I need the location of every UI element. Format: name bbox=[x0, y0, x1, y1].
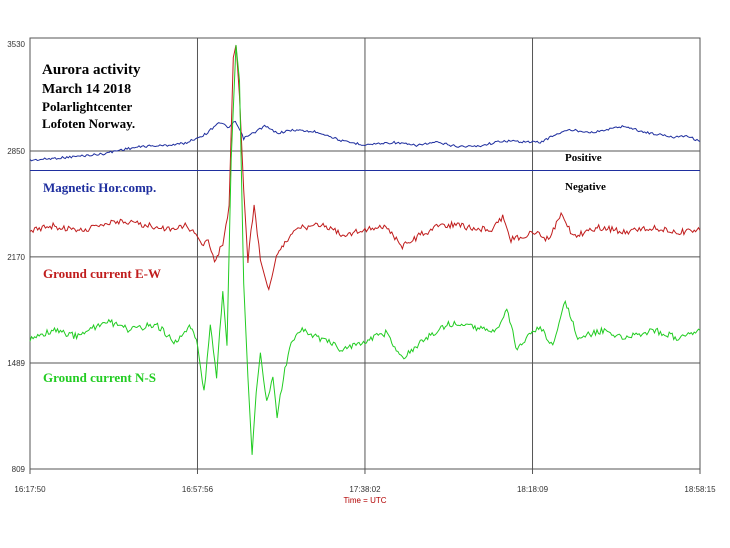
y-tick-label: 809 bbox=[12, 465, 26, 474]
reference-label-positive: Positive bbox=[565, 152, 602, 164]
y-tick-label: 2170 bbox=[7, 253, 25, 262]
chart-subtitle: March 14 2018 bbox=[42, 82, 131, 97]
source-line-1: Polarlightcenter bbox=[42, 99, 132, 114]
x-tick-label: 16:17:50 bbox=[14, 485, 46, 494]
series-line-ground-current-e-w bbox=[29, 44, 701, 292]
source-line-2: Lofoten Norway. bbox=[42, 116, 135, 131]
x-tick-label: 18:18:09 bbox=[517, 485, 549, 494]
y-tick-label: 3530 bbox=[7, 40, 25, 49]
annotations: Aurora activity March 14 2018 Polarlightce… bbox=[42, 62, 606, 385]
grid-lines bbox=[30, 38, 700, 469]
x-tick-label: 16:57:56 bbox=[182, 485, 214, 494]
y-tick-label: 1489 bbox=[7, 359, 25, 368]
chart-title: Aurora activity bbox=[42, 62, 141, 78]
series-lines bbox=[29, 44, 701, 455]
y-tick-label: 2850 bbox=[7, 147, 25, 156]
x-tick-label: 18:58:15 bbox=[684, 485, 716, 494]
x-tick-labels: 16:17:50 16:57:56 17:38:02 18:18:09 18:58:15… bbox=[14, 469, 716, 505]
x-tick-label: 17:38:02 bbox=[349, 485, 381, 494]
series-line-ground-current-n-s bbox=[29, 44, 701, 455]
series-label: Ground current N-S bbox=[43, 370, 156, 385]
series-line-magnetic-hor-comp bbox=[29, 120, 701, 162]
series-label: Magnetic Hor.comp. bbox=[43, 180, 156, 195]
series-label: Ground current E-W bbox=[43, 266, 161, 281]
x-axis-label: Time = UTC bbox=[343, 496, 386, 505]
reference-label-negative: Negative bbox=[565, 181, 606, 193]
y-tick-labels: 3530 2850 2170 1489 809 bbox=[7, 40, 25, 474]
